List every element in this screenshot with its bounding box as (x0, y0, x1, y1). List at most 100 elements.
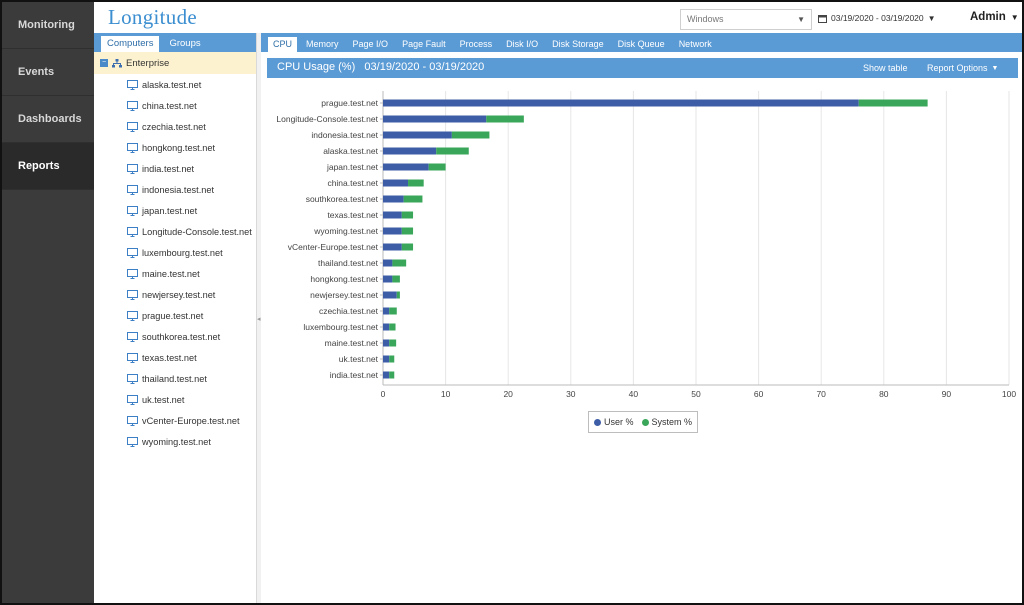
legend-item[interactable]: System % (641, 417, 693, 427)
tree-node[interactable]: hongkong.test.net (94, 137, 256, 158)
tree-node[interactable]: Longitude-Console.test.net (94, 221, 256, 242)
x-tick-label: 30 (566, 389, 576, 399)
y-tick-label: uk.test.net (339, 354, 379, 364)
nav-item-dashboards[interactable]: Dashboards (2, 96, 94, 143)
y-tick-label: hongkong.test.net (310, 274, 378, 284)
date-range-picker[interactable]: 03/19/2020 - 03/19/2020 ▼ (818, 13, 936, 23)
monitor-icon (127, 268, 138, 279)
sidebar-tabs: Computers Groups (94, 33, 256, 52)
tree-node-label: Longitude-Console.test.net (142, 226, 252, 237)
tab-disk-storage[interactable]: Disk Storage (552, 39, 604, 49)
tree-node[interactable]: newjersey.test.net (94, 284, 256, 305)
tree-node[interactable]: luxembourg.test.net (94, 242, 256, 263)
panel-splitter[interactable]: ◂ (257, 33, 261, 603)
tab-disk-i-o[interactable]: Disk I/O (506, 39, 539, 49)
monitor-icon (127, 247, 138, 258)
tab-network[interactable]: Network (678, 39, 712, 49)
tree-node-label: czechia.test.net (142, 121, 206, 132)
tab-page-i-o[interactable]: Page I/O (352, 39, 389, 49)
tree-node-label: texas.test.net (142, 352, 197, 363)
bar-user (383, 371, 390, 379)
chart-legend: User % System % (588, 411, 698, 433)
tree-node[interactable]: thailand.test.net (94, 368, 256, 389)
os-select[interactable]: Windows ▼ (680, 9, 812, 30)
bar-user (383, 163, 429, 171)
collapse-icon[interactable]: − (100, 59, 108, 67)
y-tick-label: southkorea.test.net (306, 194, 379, 204)
tab-memory[interactable]: Memory (306, 39, 339, 49)
tree-node-label: prague.test.net (142, 310, 204, 321)
tree-node[interactable]: india.test.net (94, 158, 256, 179)
report-panel: CPU Memory Page I/O Page Fault Process Disk I… (261, 33, 1022, 603)
bar-user (383, 259, 393, 267)
tree-node[interactable]: maine.test.net (94, 263, 256, 284)
report-header: CPU Usage (%) 03/19/2020 - 03/19/2020 Sh… (267, 58, 1018, 78)
y-tick-label: thailand.test.net (318, 258, 379, 268)
legend-label: System % (651, 417, 693, 427)
user-menu[interactable]: Admin ▼ (970, 11, 1019, 23)
tree-node[interactable]: vCenter-Europe.test.net (94, 410, 256, 431)
bar-system (436, 147, 469, 155)
tree-root-enterprise[interactable]: − Enterprise (94, 52, 256, 74)
tree-node[interactable]: alaska.test.net (94, 74, 256, 95)
tree-node[interactable]: china.test.net (94, 95, 256, 116)
tree-node[interactable]: japan.test.net (94, 200, 256, 221)
report-options-button[interactable]: Report Options ▼ (927, 63, 998, 73)
monitor-icon (127, 373, 138, 384)
bar-user (383, 291, 397, 299)
monitor-icon (127, 79, 138, 90)
collapse-arrow-icon[interactable]: ◂ (257, 316, 261, 323)
user-name: Admin (970, 11, 1006, 23)
bar-user (383, 307, 390, 315)
monitor-icon (127, 310, 138, 321)
monitor-icon (127, 415, 138, 426)
bar-system (401, 243, 414, 251)
tree-node[interactable]: wyoming.test.net (94, 431, 256, 452)
tab-cpu[interactable]: CPU (268, 37, 298, 52)
report-title: CPU Usage (%) 03/19/2020 - 03/19/2020 (277, 61, 485, 73)
tree-node-label: southkorea.test.net (142, 331, 221, 342)
tab-computers[interactable]: Computers (101, 36, 160, 52)
nav-item-monitoring[interactable]: Monitoring (2, 2, 94, 49)
tree-node-label: thailand.test.net (142, 373, 207, 384)
bar-system (396, 291, 400, 299)
y-tick-label: Longitude-Console.test.net (276, 114, 378, 124)
y-tick-label: prague.test.net (321, 98, 378, 108)
tree-node[interactable]: prague.test.net (94, 305, 256, 326)
bar-user (383, 195, 404, 203)
x-tick-label: 10 (441, 389, 451, 399)
computer-list: alaska.test.net china.test.net czechia.tes… (94, 74, 256, 452)
y-tick-label: maine.test.net (325, 338, 379, 348)
tree-root-label: Enterprise (126, 57, 170, 69)
y-tick-label: newjersey.test.net (310, 290, 379, 300)
tree-node-label: luxembourg.test.net (142, 247, 223, 258)
bar-user (383, 115, 487, 123)
tab-process[interactable]: Process (459, 39, 493, 49)
monitor-icon (127, 163, 138, 174)
tree-node[interactable]: indonesia.test.net (94, 179, 256, 200)
y-tick-label: alaska.test.net (323, 146, 378, 156)
tab-page-fault[interactable]: Page Fault (402, 39, 446, 49)
tree-node[interactable]: czechia.test.net (94, 116, 256, 137)
bar-user (383, 131, 452, 139)
monitor-icon (127, 289, 138, 300)
tree-node[interactable]: texas.test.net (94, 347, 256, 368)
bar-system (428, 163, 446, 171)
bar-user (383, 355, 390, 363)
bar-user (383, 179, 409, 187)
tree-node[interactable]: southkorea.test.net (94, 326, 256, 347)
show-table-button[interactable]: Show table (863, 63, 908, 73)
bar-system (403, 195, 423, 203)
nav-item-reports[interactable]: Reports (2, 143, 94, 190)
legend-item[interactable]: User % (593, 417, 634, 427)
y-tick-label: czechia.test.net (319, 306, 379, 316)
bar-system (401, 211, 414, 219)
tree-node-label: japan.test.net (142, 205, 198, 216)
tree-node[interactable]: uk.test.net (94, 389, 256, 410)
tab-disk-queue[interactable]: Disk Queue (617, 39, 665, 49)
nav-item-events[interactable]: Events (2, 49, 94, 96)
bar-system (389, 323, 396, 331)
bar-user (383, 323, 390, 331)
tab-groups[interactable]: Groups (169, 38, 201, 49)
